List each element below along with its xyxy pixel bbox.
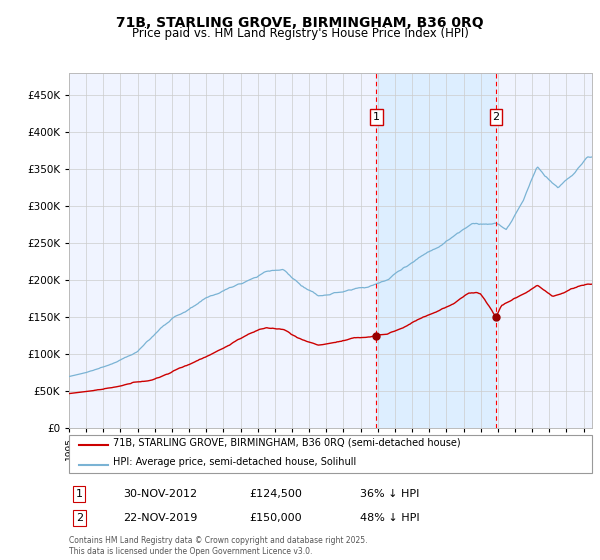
Text: 30-NOV-2012: 30-NOV-2012	[123, 489, 197, 499]
Text: HPI: Average price, semi-detached house, Solihull: HPI: Average price, semi-detached house,…	[113, 457, 357, 466]
Text: Price paid vs. HM Land Registry's House Price Index (HPI): Price paid vs. HM Land Registry's House …	[131, 27, 469, 40]
Text: Contains HM Land Registry data © Crown copyright and database right 2025.
This d: Contains HM Land Registry data © Crown c…	[69, 536, 367, 556]
Text: £124,500: £124,500	[249, 489, 302, 499]
Text: 1: 1	[76, 489, 83, 499]
Text: 71B, STARLING GROVE, BIRMINGHAM, B36 0RQ: 71B, STARLING GROVE, BIRMINGHAM, B36 0RQ	[116, 16, 484, 30]
Text: 2: 2	[493, 112, 500, 122]
Text: 22-NOV-2019: 22-NOV-2019	[123, 513, 197, 523]
Bar	[376, 73, 496, 428]
FancyBboxPatch shape	[69, 435, 592, 473]
Text: 2: 2	[76, 513, 83, 523]
Text: 48% ↓ HPI: 48% ↓ HPI	[360, 513, 419, 523]
Text: 71B, STARLING GROVE, BIRMINGHAM, B36 0RQ (semi-detached house): 71B, STARLING GROVE, BIRMINGHAM, B36 0RQ…	[113, 437, 461, 447]
Text: £150,000: £150,000	[249, 513, 302, 523]
Text: 1: 1	[373, 112, 380, 122]
Text: 36% ↓ HPI: 36% ↓ HPI	[360, 489, 419, 499]
